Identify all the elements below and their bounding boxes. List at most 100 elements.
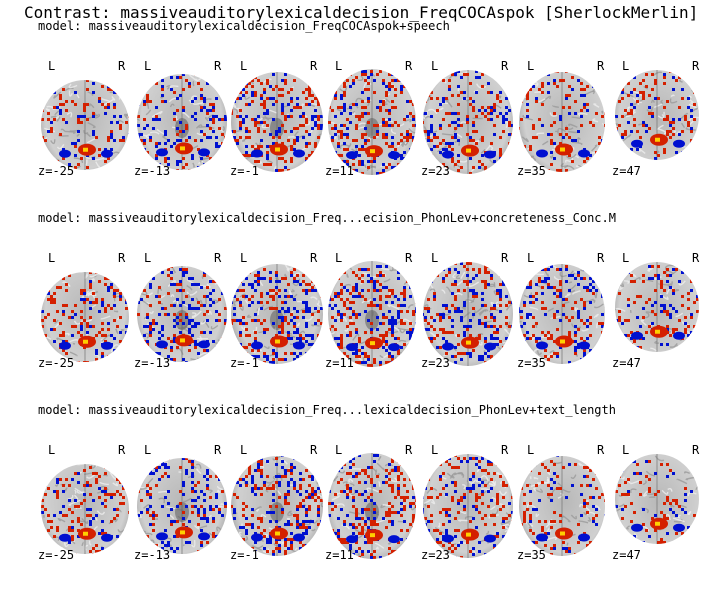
left-marker: L bbox=[431, 251, 439, 265]
left-marker: L bbox=[144, 443, 152, 457]
z-coordinate-label: z=-13 bbox=[134, 548, 171, 562]
axial-slice-image bbox=[519, 456, 605, 556]
left-marker: L bbox=[527, 59, 535, 73]
left-marker: L bbox=[622, 251, 630, 265]
left-marker: L bbox=[48, 443, 56, 457]
z-coordinate-label: z=-13 bbox=[134, 356, 171, 370]
z-coordinate-label: z=-25 bbox=[38, 548, 75, 562]
z-coordinate-label: z=35 bbox=[517, 356, 546, 370]
z-coordinate-label: z=-1 bbox=[230, 164, 259, 178]
right-marker: R bbox=[501, 59, 509, 73]
left-marker: L bbox=[527, 251, 535, 265]
left-marker: L bbox=[431, 59, 439, 73]
left-marker: L bbox=[335, 251, 343, 265]
axial-slice-image bbox=[231, 264, 323, 364]
z-coordinate-label: z=11 bbox=[325, 356, 354, 370]
z-coordinate-label: z=35 bbox=[517, 164, 546, 178]
z-coordinate-label: z=23 bbox=[421, 164, 450, 178]
right-marker: R bbox=[692, 443, 700, 457]
left-marker: L bbox=[144, 251, 152, 265]
z-coordinate-label: z=47 bbox=[612, 548, 641, 562]
left-marker: L bbox=[622, 443, 630, 457]
left-marker: L bbox=[431, 443, 439, 457]
right-marker: R bbox=[214, 443, 222, 457]
left-marker: L bbox=[240, 251, 248, 265]
model-label: model: massiveauditorylexicaldecision_Fr… bbox=[38, 403, 616, 417]
axial-slice-image bbox=[41, 272, 129, 362]
z-coordinate-label: z=-25 bbox=[38, 164, 75, 178]
axial-slice-image bbox=[328, 69, 416, 175]
axial-slice-image bbox=[41, 80, 129, 170]
axial-slice-image bbox=[328, 261, 416, 367]
axial-slice-image bbox=[423, 454, 513, 558]
z-coordinate-label: z=11 bbox=[325, 548, 354, 562]
model-label: model: massiveauditorylexicaldecision_Fr… bbox=[38, 19, 450, 33]
z-coordinate-label: z=35 bbox=[517, 548, 546, 562]
z-coordinate-label: z=-1 bbox=[230, 356, 259, 370]
left-marker: L bbox=[48, 59, 56, 73]
axial-slice-image bbox=[519, 264, 605, 364]
right-marker: R bbox=[501, 251, 509, 265]
axial-slice-image bbox=[519, 72, 605, 172]
axial-slice-image bbox=[231, 456, 323, 556]
z-coordinate-label: z=47 bbox=[612, 164, 641, 178]
right-marker: R bbox=[118, 443, 126, 457]
z-coordinate-label: z=-13 bbox=[134, 164, 171, 178]
axial-slice-image bbox=[615, 70, 699, 160]
z-coordinate-label: z=23 bbox=[421, 356, 450, 370]
model-label: model: massiveauditorylexicaldecision_Fr… bbox=[38, 211, 616, 225]
axial-slice-image bbox=[615, 262, 699, 352]
right-marker: R bbox=[118, 251, 126, 265]
axial-slice-image bbox=[41, 464, 129, 554]
axial-slice-image bbox=[231, 72, 323, 172]
left-marker: L bbox=[48, 251, 56, 265]
z-coordinate-label: z=-1 bbox=[230, 548, 259, 562]
left-marker: L bbox=[144, 59, 152, 73]
right-marker: R bbox=[692, 59, 700, 73]
axial-slice-image bbox=[137, 458, 227, 554]
left-marker: L bbox=[240, 59, 248, 73]
right-marker: R bbox=[405, 443, 413, 457]
z-coordinate-label: z=23 bbox=[421, 548, 450, 562]
left-marker: L bbox=[527, 443, 535, 457]
right-marker: R bbox=[310, 59, 318, 73]
z-coordinate-label: z=47 bbox=[612, 356, 641, 370]
right-marker: R bbox=[597, 251, 605, 265]
z-coordinate-label: z=11 bbox=[325, 164, 354, 178]
right-marker: R bbox=[214, 251, 222, 265]
axial-slice-image bbox=[137, 266, 227, 362]
right-marker: R bbox=[405, 251, 413, 265]
z-coordinate-label: z=-25 bbox=[38, 356, 75, 370]
figure-title: Contrast: massiveauditorylexicaldecision… bbox=[24, 3, 699, 22]
right-marker: R bbox=[214, 59, 222, 73]
axial-slice-image bbox=[137, 74, 227, 170]
left-marker: L bbox=[622, 59, 630, 73]
right-marker: R bbox=[405, 59, 413, 73]
right-marker: R bbox=[501, 443, 509, 457]
right-marker: R bbox=[118, 59, 126, 73]
axial-slice-image bbox=[423, 70, 513, 174]
left-marker: L bbox=[335, 443, 343, 457]
right-marker: R bbox=[597, 59, 605, 73]
